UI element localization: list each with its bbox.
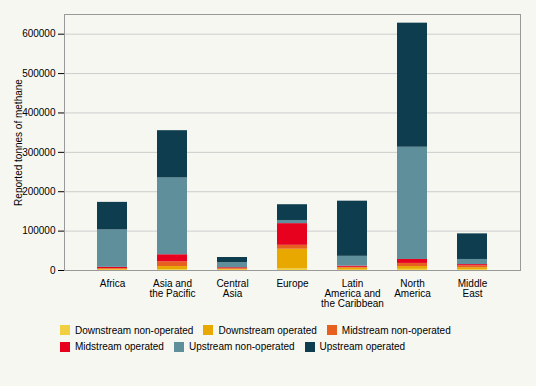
svg-text:Reported tonnes of methane: Reported tonnes of methane bbox=[13, 79, 24, 206]
svg-text:600000: 600000 bbox=[22, 28, 56, 39]
html-text:Downstream non-operated: Downstream non-operated bbox=[75, 324, 194, 336]
html-text:Midstream operated: Midstream operated bbox=[75, 341, 164, 353]
svg-text:0: 0 bbox=[50, 265, 56, 276]
svg-text:LatinAmerica andthe Caribbean: LatinAmerica andthe Caribbean bbox=[321, 278, 384, 309]
svg-text:500000: 500000 bbox=[22, 68, 56, 79]
svg-text:400000: 400000 bbox=[22, 107, 56, 118]
html-text:Upstream operated: Upstream operated bbox=[319, 341, 406, 353]
svg-text:100000: 100000 bbox=[22, 225, 56, 236]
html-text:Upstream non-operated: Upstream non-operated bbox=[188, 341, 295, 353]
svg-text:NorthAmerica: NorthAmerica bbox=[394, 278, 431, 299]
svg-text:Africa: Africa bbox=[100, 278, 126, 289]
html-text:Midstream non-operated: Midstream non-operated bbox=[341, 324, 451, 336]
svg-text:200000: 200000 bbox=[22, 186, 56, 197]
svg-text:MiddleEast: MiddleEast bbox=[458, 278, 488, 299]
svg-text:Asia andthe Pacific: Asia andthe Pacific bbox=[149, 278, 195, 299]
svg-text:CentralAsia: CentralAsia bbox=[216, 278, 248, 299]
html-text:Downstream operated: Downstream operated bbox=[218, 324, 317, 336]
svg-text:Europe: Europe bbox=[276, 278, 309, 289]
svg-text:300000: 300000 bbox=[22, 147, 56, 158]
